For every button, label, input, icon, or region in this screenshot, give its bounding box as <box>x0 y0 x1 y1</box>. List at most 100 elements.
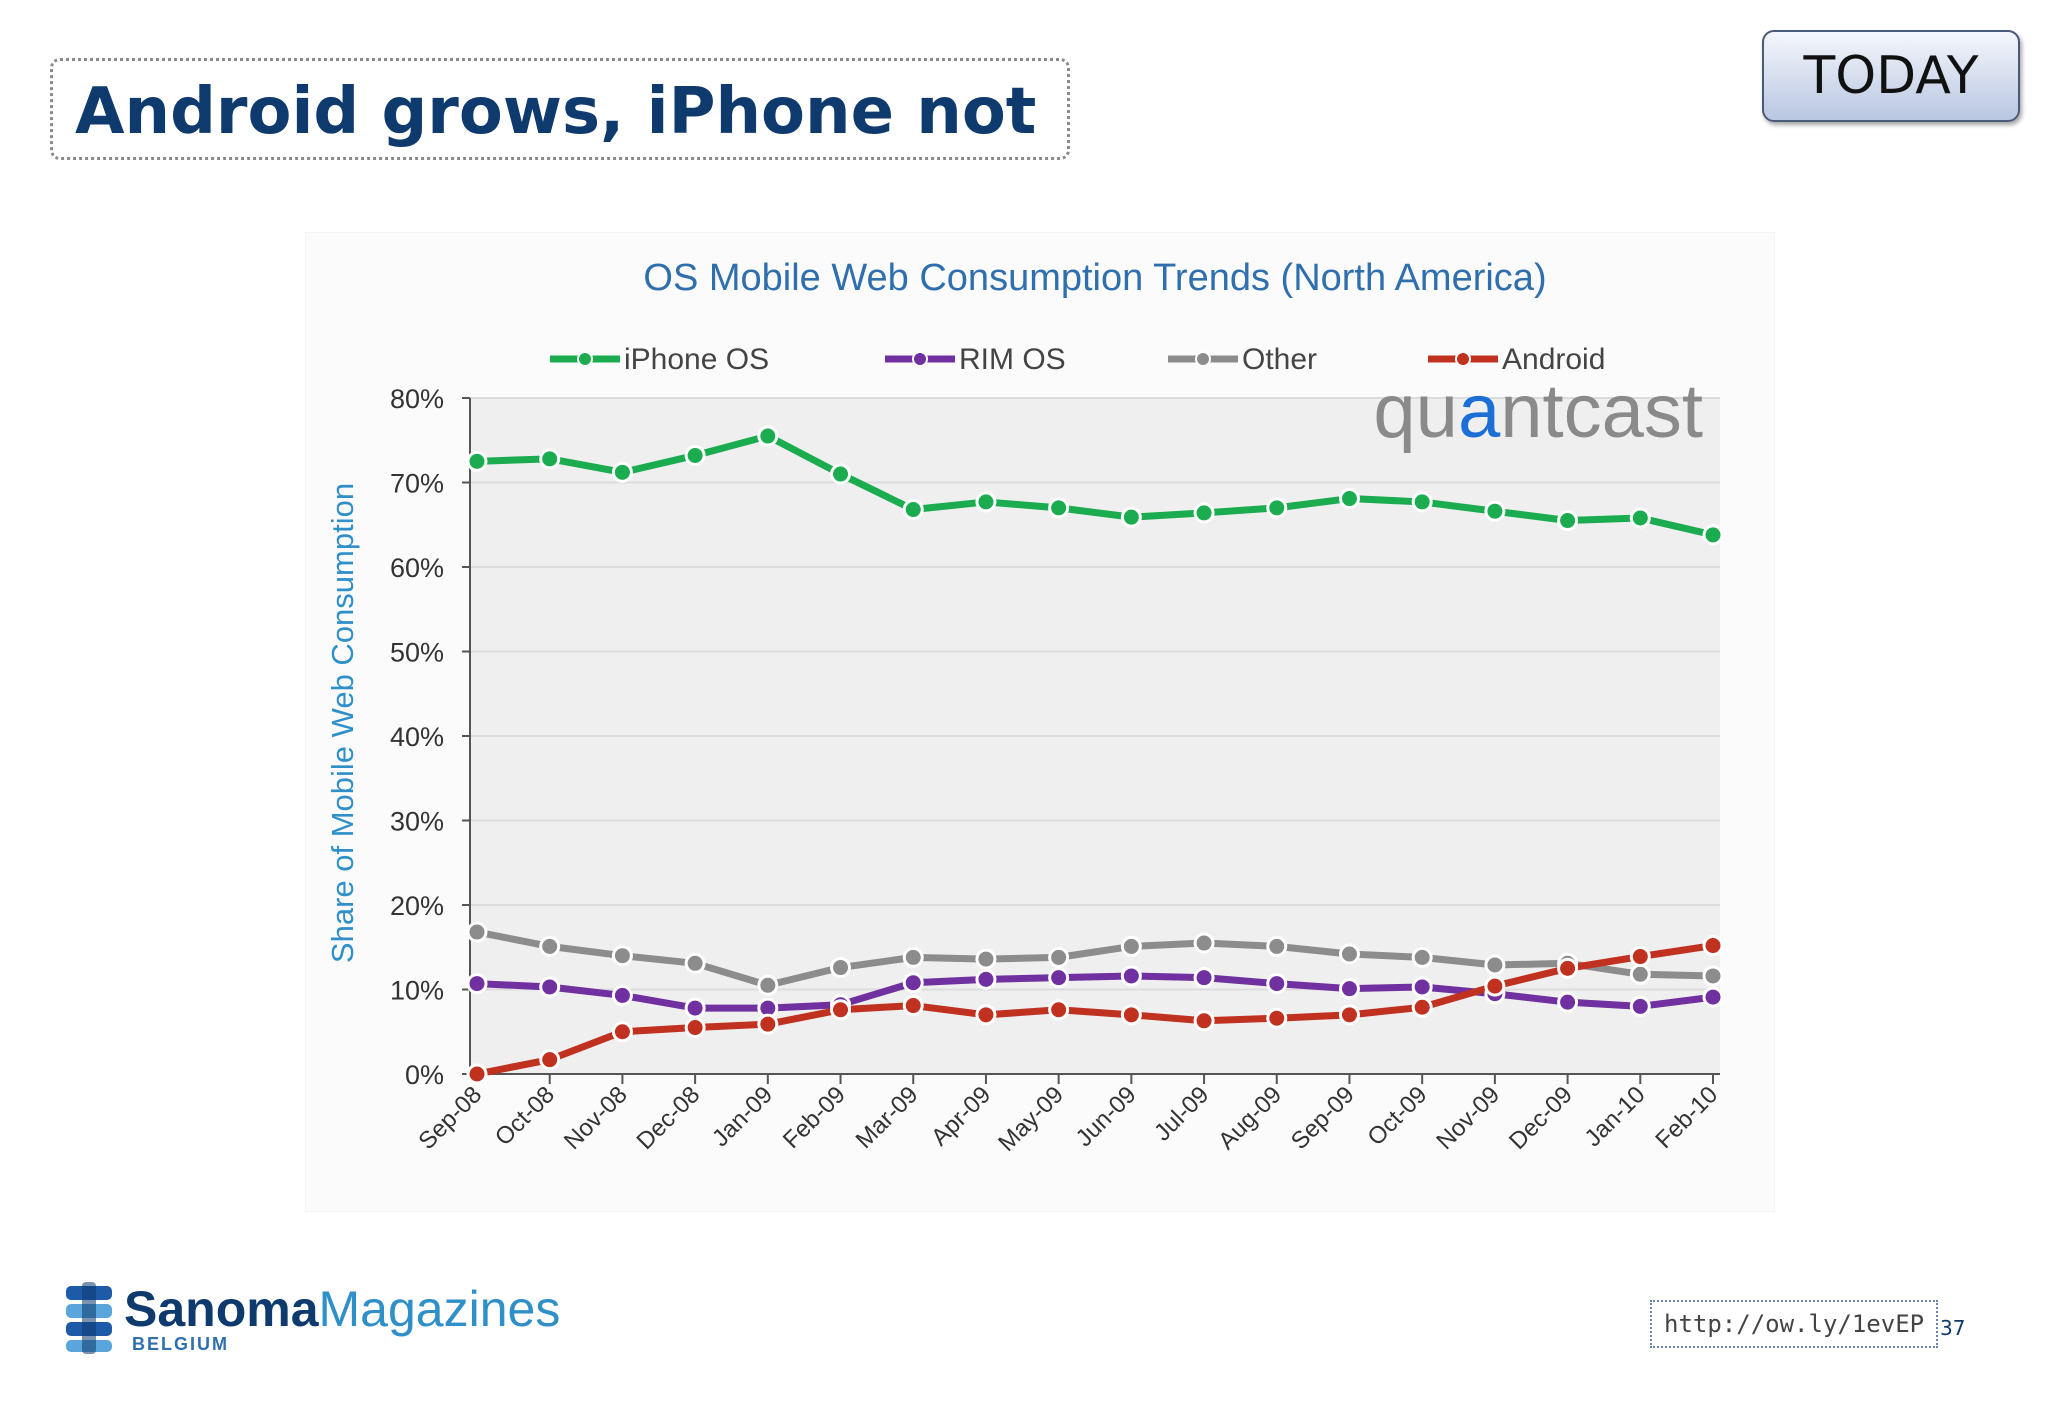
data-point <box>539 935 561 957</box>
data-point <box>1411 976 1433 998</box>
logo-name-bold: Sanoma <box>124 1281 320 1337</box>
data-point <box>1557 991 1579 1013</box>
slide-title: Android grows, iPhone not <box>75 75 1037 149</box>
data-point <box>757 974 779 996</box>
series-line-android <box>476 942 1714 1078</box>
legend-label: Other <box>1242 343 1317 376</box>
data-point <box>757 1013 779 1035</box>
data-point <box>539 448 561 470</box>
grid-lines <box>470 397 1720 991</box>
y-axis-label: Share of Mobile Web Consumption <box>325 483 360 963</box>
watermark-prefix: qu <box>1373 369 1458 454</box>
data-point <box>611 461 633 483</box>
data-point <box>466 921 488 943</box>
data-point <box>757 425 779 447</box>
data-point <box>1629 963 1651 985</box>
y-tick-label: 30% <box>390 807 444 837</box>
data-point <box>1120 935 1142 957</box>
data-point <box>1629 995 1651 1017</box>
data-point <box>1048 497 1070 519</box>
data-point <box>1193 932 1215 954</box>
data-point <box>1048 999 1070 1021</box>
data-point <box>1629 946 1651 968</box>
data-point <box>1120 965 1142 987</box>
data-point <box>1702 524 1724 546</box>
data-point <box>1266 935 1288 957</box>
logo-country: BELGIUM <box>132 1334 229 1354</box>
y-tick-label: 20% <box>390 891 444 921</box>
data-point <box>1120 506 1142 528</box>
slide-title-box: Android grows, iPhone not <box>50 58 1070 160</box>
data-point <box>1702 986 1724 1008</box>
data-point <box>1120 1004 1142 1026</box>
data-point <box>975 1004 997 1026</box>
data-point <box>1266 1007 1288 1029</box>
data-point <box>466 1063 488 1085</box>
data-point <box>902 499 924 521</box>
data-point <box>1702 965 1724 987</box>
data-point <box>1702 935 1724 957</box>
data-point <box>1193 502 1215 524</box>
data-point <box>902 995 924 1017</box>
data-point <box>1338 488 1360 510</box>
data-point <box>466 973 488 995</box>
data-point <box>1338 1004 1360 1026</box>
data-point <box>611 945 633 967</box>
series-line-other <box>476 928 1714 989</box>
data-point <box>830 999 852 1021</box>
legend-label: Android <box>1502 343 1605 376</box>
data-point <box>684 444 706 466</box>
legend-marker <box>1195 351 1211 367</box>
y-tick-label: 50% <box>390 638 444 668</box>
data-point <box>1411 996 1433 1018</box>
data-point <box>1557 510 1579 532</box>
legend-marker <box>912 351 928 367</box>
legend-marker <box>1455 351 1471 367</box>
data-point <box>1338 943 1360 965</box>
chart-title: OS Mobile Web Consumption Trends (North … <box>643 257 1546 299</box>
data-point <box>975 968 997 990</box>
sanoma-logo: SanomaMagazines BELGIUM <box>66 1281 561 1354</box>
data-point <box>1266 497 1288 519</box>
source-url-link[interactable]: http://ow.ly/1evEP <box>1650 1300 1939 1348</box>
chart-legend: iPhone OS RIM OS Other Android <box>550 343 1605 376</box>
data-point <box>1338 978 1360 1000</box>
series-line-rim-os <box>476 972 1714 1012</box>
data-point <box>539 1049 561 1071</box>
page-number: 37 <box>1940 1316 1966 1340</box>
line-chart: OS Mobile Web Consumption Trends (North … <box>305 232 1775 1212</box>
y-tick-label: 80% <box>390 384 444 414</box>
data-point <box>1193 967 1215 989</box>
data-point <box>466 450 488 472</box>
data-point <box>902 946 924 968</box>
data-point <box>975 948 997 970</box>
legend-label: iPhone OS <box>624 343 769 376</box>
data-point <box>1266 973 1288 995</box>
data-point <box>1048 946 1070 968</box>
data-point <box>611 1021 633 1043</box>
data-point <box>830 463 852 485</box>
watermark-accent: a <box>1458 369 1501 454</box>
legend-label: RIM OS <box>959 343 1066 376</box>
data-point <box>684 1017 706 1039</box>
data-point <box>611 984 633 1006</box>
data-point <box>1193 1010 1215 1032</box>
data-point <box>1411 946 1433 968</box>
data-point <box>1484 500 1506 522</box>
series-line-iphone-os <box>476 432 1714 539</box>
y-tick-label: 70% <box>390 469 444 499</box>
chart-series <box>466 425 1724 1085</box>
today-button[interactable]: TODAY <box>1762 30 2020 122</box>
y-tick-label: 40% <box>390 722 444 752</box>
data-point <box>1484 954 1506 976</box>
y-tick-label: 10% <box>390 976 444 1006</box>
data-point <box>539 976 561 998</box>
logo-name-light: Magazines <box>319 1281 561 1337</box>
quantcast-watermark: quantcast <box>1373 369 1703 454</box>
data-point <box>1557 957 1579 979</box>
data-point <box>902 972 924 994</box>
sanoma-logo-icon <box>66 1282 112 1354</box>
data-point <box>684 997 706 1019</box>
legend-marker <box>577 351 593 367</box>
data-point <box>830 957 852 979</box>
